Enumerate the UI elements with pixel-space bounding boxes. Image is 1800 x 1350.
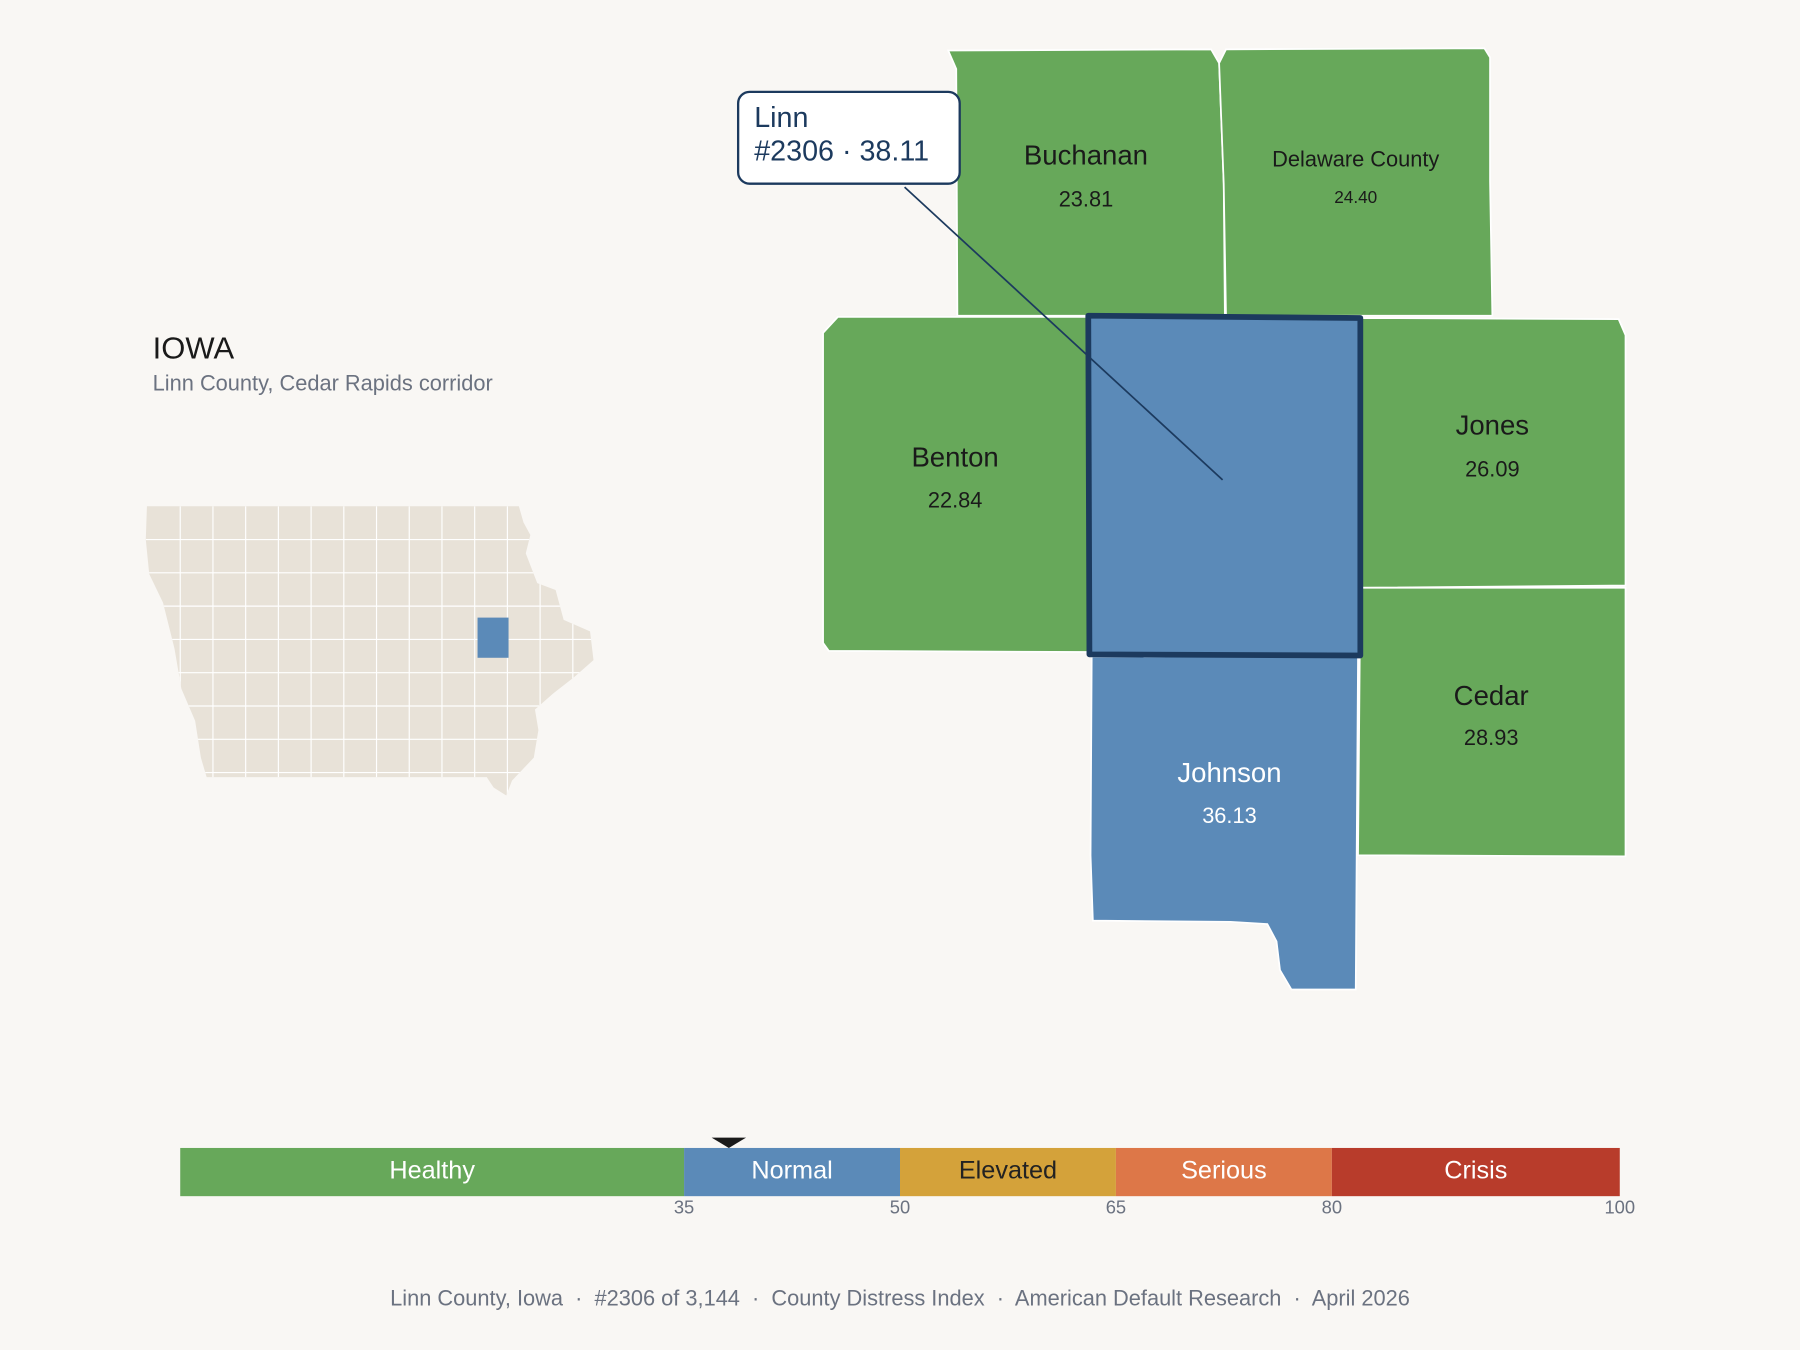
selected-county	[1085, 312, 1364, 659]
county-score: 23.81	[1059, 187, 1114, 212]
county-score: 36.13	[1202, 803, 1257, 828]
county-name: Johnson	[1177, 757, 1281, 788]
inset-selected-county	[477, 617, 509, 658]
scale-tick-label: 50	[890, 1197, 910, 1218]
callout-box	[736, 90, 961, 185]
scale-tick-label: 80	[1322, 1197, 1342, 1218]
scale-tick-label: 65	[1106, 1197, 1126, 1218]
scale-band-label: Elevated	[959, 1157, 1057, 1185]
county-shape	[1089, 655, 1359, 991]
county-name: Benton	[911, 441, 998, 472]
iowa-outline	[145, 506, 594, 796]
county-score: 26.09	[1465, 456, 1520, 481]
scale-band-label: Normal	[751, 1157, 832, 1185]
scale-tick-label: 100	[1604, 1197, 1635, 1218]
scale-band	[684, 1147, 900, 1197]
scale-band	[1115, 1147, 1332, 1197]
county-map: Buchanan 23.81 Delaware County 24.40 Benton 2…	[822, 47, 1627, 991]
scale-band-label: Healthy	[389, 1157, 475, 1185]
scale-band-label: Serious	[1181, 1157, 1267, 1185]
scale-band	[180, 1147, 685, 1197]
county-score: 22.84	[928, 487, 983, 512]
scale-band	[900, 1147, 1116, 1197]
scale-band	[1331, 1147, 1620, 1197]
scale-band-label: Crisis	[1444, 1157, 1507, 1185]
county-shape	[1218, 47, 1494, 317]
county-shape	[822, 315, 1090, 653]
callout-leader	[904, 186, 1224, 481]
scale-marker	[711, 1137, 747, 1148]
county-name: Buchanan	[1024, 140, 1148, 171]
footer: Linn County, Iowa · #2306 of 3,144 · Cou…	[390, 1285, 1410, 1310]
callout-detail: #2306 · 38.11	[754, 135, 929, 167]
county-shape	[1359, 317, 1627, 589]
county-score: 28.93	[1464, 725, 1519, 750]
county-shape	[946, 48, 1226, 317]
callout: Linn #2306 · 38.11	[736, 90, 1224, 481]
county-shape	[1357, 586, 1627, 858]
county-name: Delaware County	[1272, 146, 1439, 171]
county-name: Jones	[1456, 409, 1530, 440]
callout-name: Linn	[754, 102, 808, 134]
county-name: Cedar	[1454, 680, 1529, 711]
distress-scale: Healthy Normal Elevated Serious Crisis 35 50 65…	[180, 1137, 1635, 1218]
inset-title: IOWA	[153, 330, 235, 365]
county-score: 24.40	[1334, 187, 1377, 207]
inset-subtitle: Linn County, Cedar Rapids corridor	[153, 370, 493, 395]
scale-tick-label: 35	[674, 1197, 694, 1218]
iowa-inset	[145, 506, 594, 796]
